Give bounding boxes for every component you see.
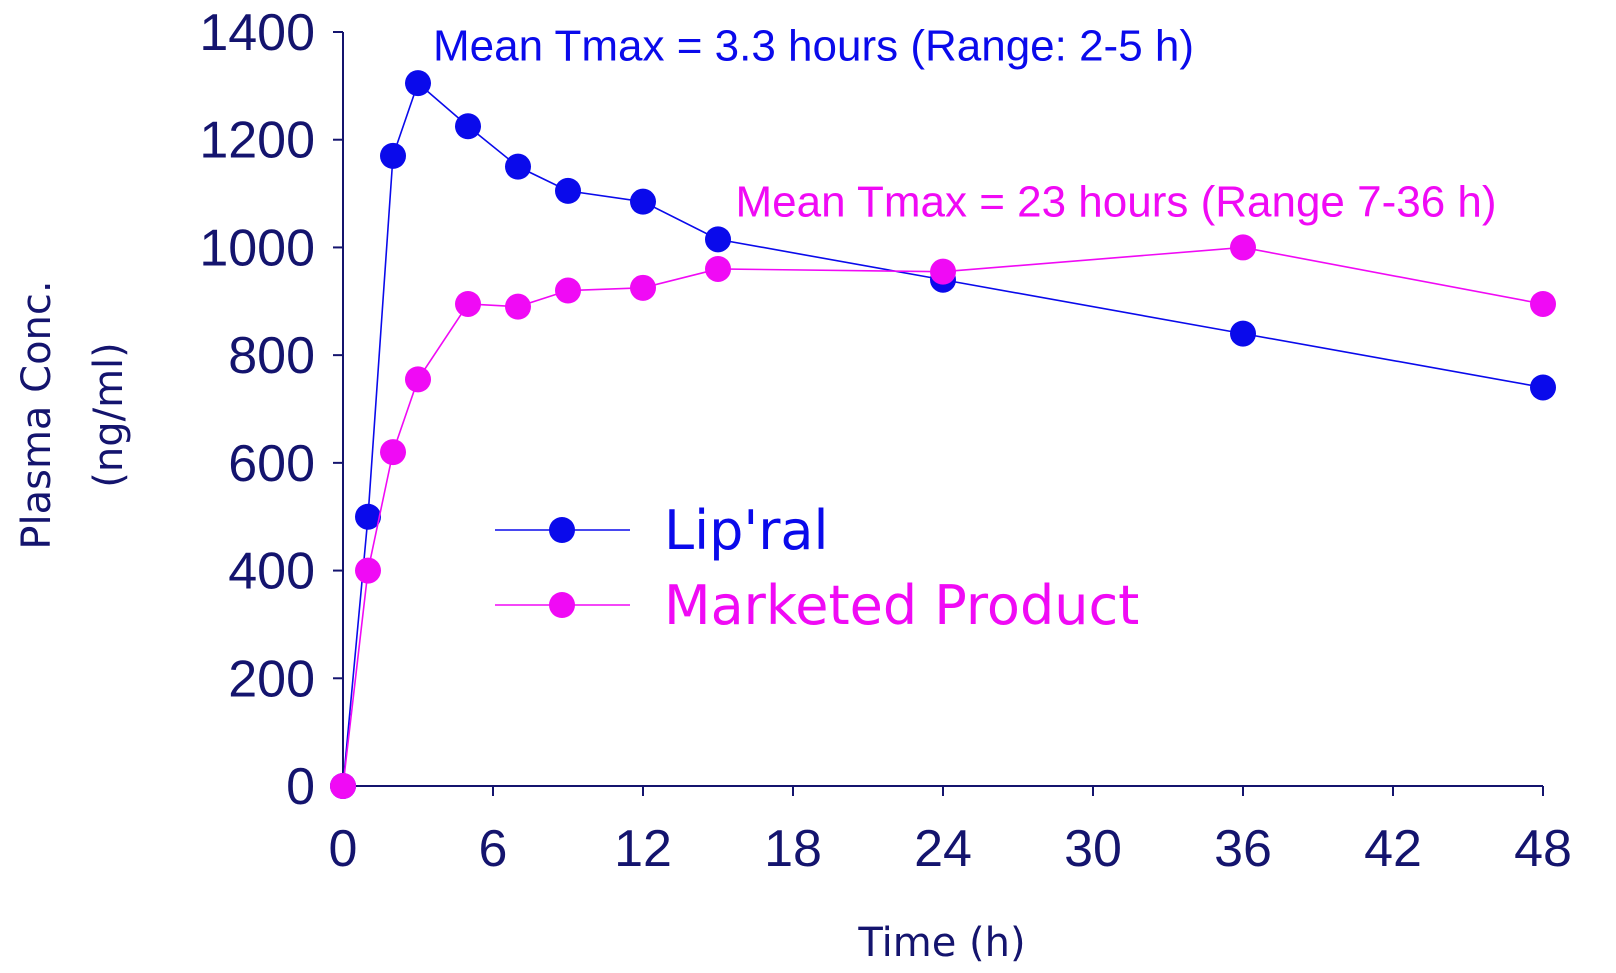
data-point [330,773,356,799]
y-tick-label: 800 [228,327,315,385]
data-point [405,70,431,97]
series-line [342,246,1544,787]
data-point [630,188,656,215]
y-tick-label: 1000 [199,219,315,277]
axes: 0 200 400 600 800 1000 1200 1400 0 6 12 18 24 30 36 42 4… [199,4,1572,878]
x-tick-label: 6 [479,820,508,878]
legend-label: Marketed Product [664,574,1139,637]
data-point [1530,290,1556,317]
y-tick-label: 1400 [199,4,315,62]
data-point [505,293,531,320]
data-point [355,503,381,530]
y-tick-label: 600 [228,435,315,493]
legend-item: Lip'ral [495,499,829,562]
data-point [705,226,731,253]
data-point [505,153,531,180]
data-point [705,255,731,282]
x-tick-label: 30 [1064,820,1122,878]
data-point [1530,374,1556,401]
x-tick-label: 0 [329,820,358,878]
data-point [380,439,406,466]
series-2 [330,234,1556,799]
legend-label: Lip'ral [664,499,829,562]
data-point [405,366,431,393]
x-tick-label: 18 [764,820,822,878]
legend-marker [549,592,575,618]
annotations: Mean Tmax = 3.3 hours (Range: 2-5 h) Mean… [433,21,1497,226]
y-tick-label: 0 [286,758,315,816]
x-tick-label: 42 [1364,820,1422,878]
series-line [342,81,1544,787]
x-tick-label: 36 [1214,820,1272,878]
y-axis-title-line-2: (ng/ml) [86,342,132,488]
legend-marker [549,517,575,543]
legend-item: Marketed Product [495,574,1139,637]
x-tick-label: 12 [614,820,672,878]
data-point [1230,320,1256,347]
data-point [380,142,406,169]
y-tick-label: 400 [228,543,315,601]
annotation: Mean Tmax = 3.3 hours (Range: 2-5 h) [433,21,1194,70]
data-point [455,113,481,140]
legend: Lip'ral Marketed Product [495,499,1139,637]
x-tick-label: 24 [914,820,972,878]
data-point [555,177,581,204]
y-tick-label: 200 [228,650,315,708]
annotation: Mean Tmax = 23 hours (Range 7-36 h) [736,178,1497,227]
series-layer [330,70,1556,799]
data-point [630,274,656,301]
x-axis-title: Time (h) [857,920,1025,966]
data-point [930,258,956,285]
data-point [355,557,381,584]
y-axis-title-line-1: Plasma Conc. [14,280,60,549]
y-axis-title: Plasma Conc. (ng/ml) [14,280,132,549]
data-point [555,277,581,304]
data-point [455,290,481,317]
y-tick-label: 1200 [199,112,315,170]
x-tick-label: 48 [1514,820,1572,878]
data-point [1230,234,1256,261]
series-1 [330,70,1556,799]
